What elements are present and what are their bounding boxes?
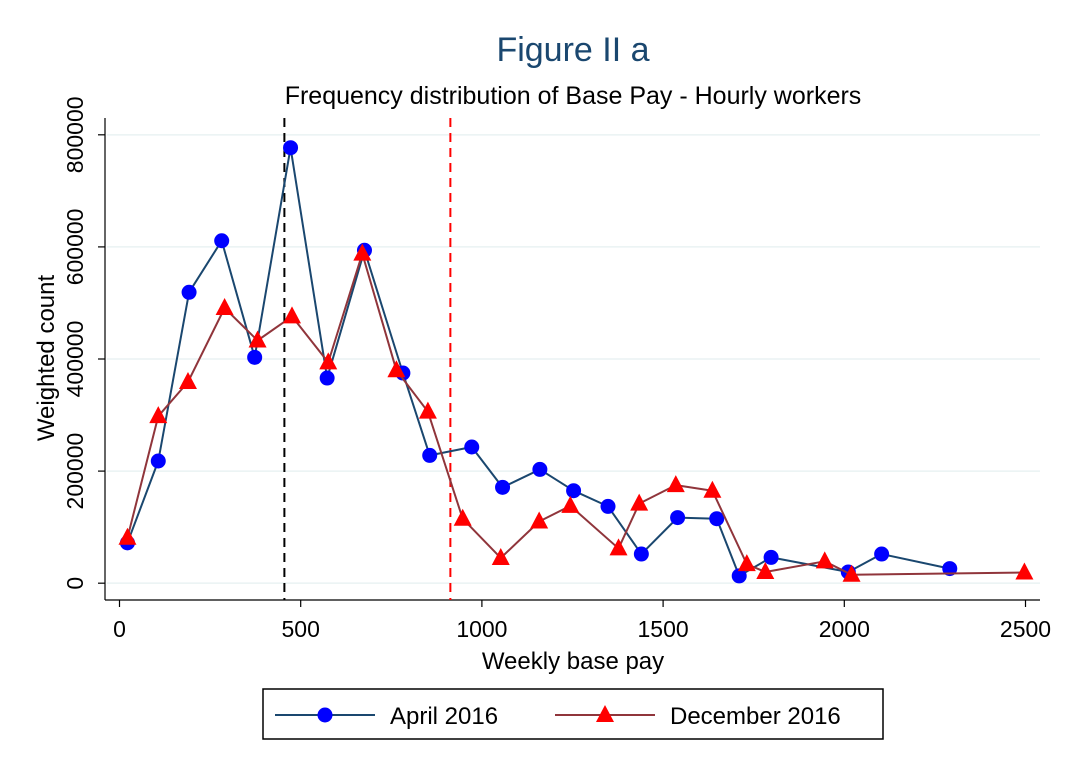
x-tick-label: 500 [282, 616, 320, 642]
data-point [763, 549, 779, 565]
reference-lines [283, 118, 452, 600]
data-point [178, 371, 197, 389]
y-tick-label: 800000 [62, 96, 88, 173]
data-point [181, 284, 197, 300]
y-tick-label: 600000 [62, 209, 88, 286]
data-point [418, 401, 437, 419]
data-point [491, 547, 510, 565]
data-point [600, 498, 616, 514]
chart-subtitle: Frequency distribution of Base Pay - Hou… [285, 82, 862, 110]
series-1 [118, 243, 1034, 582]
y-tick-label: 0 [62, 577, 88, 590]
data-point [561, 495, 580, 513]
data-point [532, 461, 548, 477]
data-point [353, 243, 372, 261]
data-point [703, 480, 722, 498]
data-point [731, 568, 747, 584]
x-tick-label: 0 [113, 616, 126, 642]
data-point [756, 561, 775, 579]
chart-title: Figure II a [496, 31, 649, 69]
data-point [118, 527, 137, 545]
data-point [248, 330, 267, 348]
series-line [126, 252, 1025, 576]
data-point [842, 564, 861, 582]
legend: April 2016 December 2016 [262, 688, 884, 740]
series-layer [118, 140, 1034, 584]
x-axis-title: Weekly base pay [482, 648, 664, 675]
data-point [942, 561, 958, 577]
y-tick-label: 400000 [62, 321, 88, 398]
data-point [453, 508, 472, 526]
data-point [215, 297, 234, 315]
data-point [630, 493, 649, 511]
gridlines [107, 134, 1040, 584]
data-point [815, 551, 834, 569]
data-point [422, 447, 438, 463]
axes [98, 118, 1040, 607]
x-tick-label: 1000 [456, 616, 507, 642]
x-tick-label: 2500 [1000, 616, 1051, 642]
data-point [283, 306, 301, 324]
y-tick-label: 200000 [62, 433, 88, 510]
data-point [530, 511, 549, 529]
data-point [149, 406, 168, 424]
data-point [214, 233, 230, 249]
x-tick-label: 1500 [638, 616, 689, 642]
data-point [1015, 562, 1034, 580]
legend-marker-december [596, 705, 614, 722]
x-tick-label: 2000 [819, 616, 870, 642]
data-point [633, 546, 649, 562]
data-point [495, 479, 511, 495]
data-point [150, 453, 166, 469]
data-point [666, 475, 685, 493]
data-point [247, 349, 263, 365]
data-point [670, 510, 686, 526]
data-point [737, 554, 756, 572]
data-point [709, 511, 725, 527]
data-point [609, 538, 628, 556]
legend-label-april: April 2016 [390, 703, 498, 730]
legend-label-december: December 2016 [670, 703, 841, 730]
tick-labels: 0 200000 400000 600000 800000 0 500 1000 1500 200… [62, 96, 1051, 642]
data-point [319, 352, 338, 370]
data-point [283, 140, 299, 156]
data-point [319, 370, 335, 386]
data-point [874, 546, 890, 562]
y-axis-title: Weighted count [33, 275, 60, 442]
data-point [566, 483, 582, 499]
data-point [387, 360, 406, 378]
data-point [464, 439, 480, 455]
legend-marker-april [317, 707, 333, 723]
